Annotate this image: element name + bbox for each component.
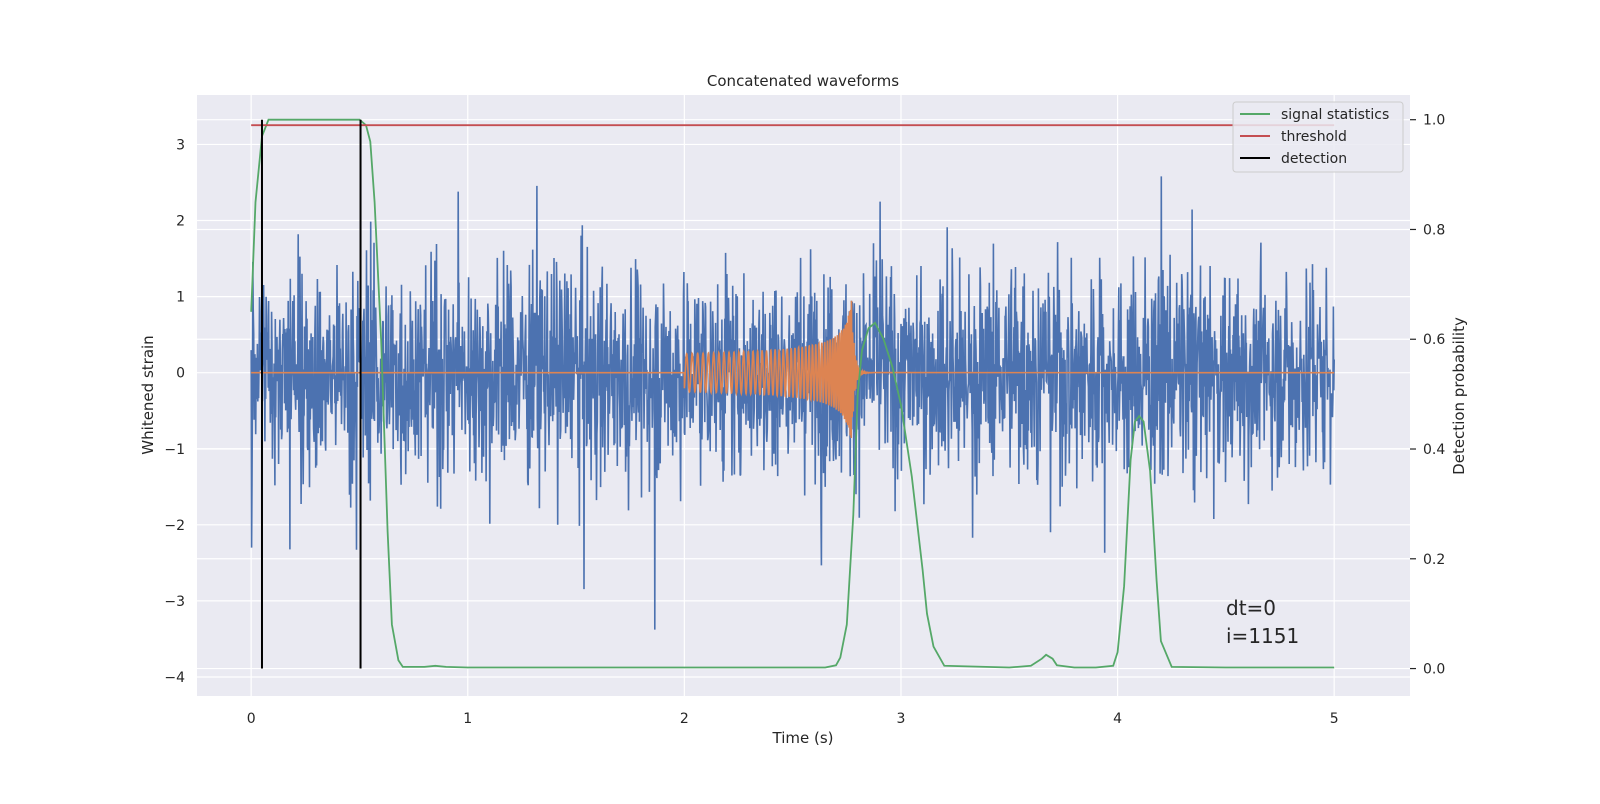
y-tick-label: 0 [176, 366, 185, 382]
y-tick-label: −3 [164, 594, 185, 610]
injected-signal-layer [251, 300, 1335, 439]
y-tick-label: −4 [164, 670, 185, 686]
annotation-layer: dt=0 i=1151 [1226, 596, 1299, 648]
x-axis-label: Time (s) [772, 729, 834, 747]
y-tick-label: −1 [164, 442, 185, 458]
y2-tick-label: 0.4 [1423, 442, 1445, 458]
y2-tick-label: 0.6 [1423, 332, 1445, 348]
annotation-dt: dt=0 [1226, 596, 1276, 620]
signal-statistics-layer [250, 118, 1335, 669]
x-tick-label: 2 [680, 711, 689, 727]
axes-layer: 0 1 2 3 4 5 −4 −3 −2 −1 0 1 2 3 0.0 0.2 0.4 0.6 0.8 1.0 [164, 113, 1445, 727]
x-tick-label: 4 [1113, 711, 1122, 727]
legend-label-detection: detection [1281, 151, 1347, 167]
x-tick-label: 1 [463, 711, 472, 727]
strain-line [250, 176, 1335, 630]
y2-tick-label: 0.8 [1423, 222, 1445, 238]
y-tick-label: 2 [176, 214, 185, 230]
x-tick-label: 0 [247, 711, 256, 727]
chart-title: Concatenated waveforms [707, 72, 899, 90]
y-tick-label: 1 [176, 290, 185, 306]
x-tick-label: 3 [897, 711, 906, 727]
y-tick-label: −2 [164, 518, 185, 534]
y2-tick-label: 0.0 [1423, 662, 1445, 678]
y2-axis-label: Detection probability [1450, 317, 1468, 475]
legend-frame [1232, 101, 1404, 173]
y-axis-label: Whitened strain [139, 335, 157, 454]
annotation-i: i=1151 [1226, 624, 1299, 648]
x-tick-label: 5 [1330, 711, 1339, 727]
strain-layer [250, 176, 1335, 630]
y-tick-label: 3 [176, 137, 185, 153]
legend-label-signal-statistics: signal statistics [1281, 107, 1389, 123]
legend: signal statistics threshold detection [1232, 101, 1404, 173]
signal-statistics-line [250, 118, 1335, 669]
legend-label-threshold: threshold [1281, 129, 1347, 145]
injected-signal-line [251, 300, 1335, 439]
y2-tick-label: 1.0 [1423, 113, 1445, 129]
y2-tick-label: 0.2 [1423, 552, 1445, 568]
